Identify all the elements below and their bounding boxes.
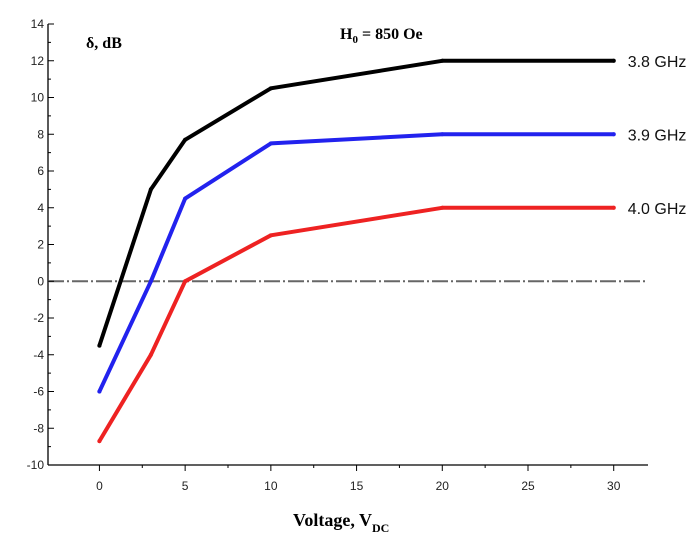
field-annotation-symbol: H [340,26,353,43]
field-annotation: H0 = 850 Oe [340,26,423,46]
series-label-1: 3.8 GHz [628,54,687,71]
y-tick-label: 0 [37,274,44,288]
x-tick-label: 30 [607,479,621,493]
data-point [183,196,188,201]
data-point [268,141,273,146]
data-point [611,58,616,63]
series-label-3: 4.0 GHz [628,201,687,218]
y-tick-label: 8 [37,127,44,141]
x-ticks: 0 5 10 15 20 25 30 [96,465,621,493]
y-tick-label: -6 [33,385,44,399]
data-point [440,58,445,63]
x-tick-label: 25 [521,479,535,493]
data-point [611,132,616,137]
y-tick-label: 2 [37,238,44,252]
data-point [97,343,102,348]
y-tick-label: 4 [37,201,44,215]
data-point [611,205,616,210]
x-axis-label: Voltage, VDC [293,510,389,535]
y-tick-label: 14 [31,17,45,31]
y-tick-label: -8 [33,421,44,435]
data-point [97,389,102,394]
y-tick-label: 10 [31,91,45,105]
x-tick-label: 5 [182,479,189,493]
x-axis-label-main: Voltage, V [293,510,372,530]
series-line-3 [97,205,616,444]
series-line-2 [97,132,616,394]
series-layer: 3.8 GHz 3.9 GHz 4.0 GHz [97,54,687,444]
data-point [183,279,188,284]
data-point [268,86,273,91]
data-point [148,187,153,192]
series-line-1 [97,58,616,348]
data-point [440,205,445,210]
y-tick-label: 6 [37,164,44,178]
y-tick-label: -2 [33,311,44,325]
field-annotation-subscript: 0 [352,34,358,46]
x-tick-label: 15 [350,479,364,493]
data-point [440,132,445,137]
x-tick-label: 10 [264,479,278,493]
data-point [183,137,188,142]
data-point [148,352,153,357]
y-tick-label: -10 [27,458,45,472]
data-point [97,439,102,444]
field-annotation-value: = 850 Oe [358,26,423,43]
y-axis-label: δ, dB [86,35,122,52]
y-tick-label: -4 [33,348,44,362]
data-point [148,279,153,284]
x-tick-label: 20 [436,479,450,493]
series-label-2: 3.9 GHz [628,127,687,144]
y-ticks: -10 -8 -6 -4 -2 0 2 4 6 8 10 12 14 [27,17,54,472]
data-point [268,233,273,238]
x-axis-label-subscript: DC [372,521,389,535]
y-tick-label: 12 [31,54,45,68]
x-tick-label: 0 [96,479,103,493]
